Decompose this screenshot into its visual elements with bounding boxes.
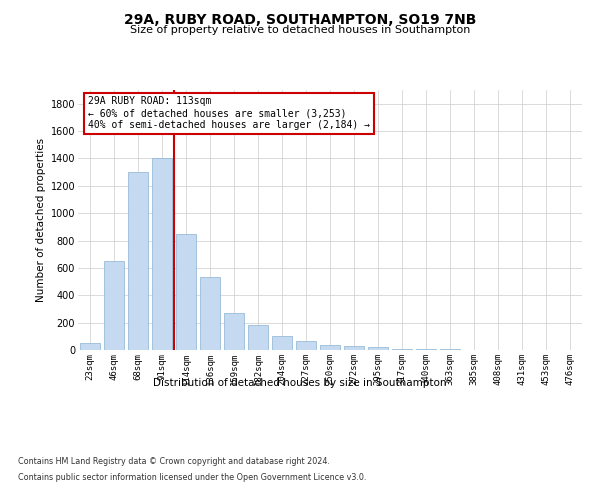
Bar	[104, 261, 124, 350]
Bar	[152, 158, 172, 350]
Bar	[416, 349, 436, 350]
Text: Distribution of detached houses by size in Southampton: Distribution of detached houses by size …	[153, 378, 447, 388]
Bar	[200, 278, 220, 350]
Y-axis label: Number of detached properties: Number of detached properties	[37, 138, 46, 302]
Bar	[320, 345, 340, 350]
Bar	[80, 343, 100, 350]
Bar	[272, 336, 292, 350]
Bar	[224, 313, 244, 350]
Bar	[344, 346, 364, 350]
Text: 29A RUBY ROAD: 113sqm
← 60% of detached houses are smaller (3,253)
40% of semi-d: 29A RUBY ROAD: 113sqm ← 60% of detached …	[88, 96, 370, 130]
Bar	[392, 348, 412, 350]
Bar	[368, 348, 388, 350]
Text: Contains public sector information licensed under the Open Government Licence v3: Contains public sector information licen…	[18, 472, 367, 482]
Text: Contains HM Land Registry data © Crown copyright and database right 2024.: Contains HM Land Registry data © Crown c…	[18, 458, 330, 466]
Bar	[176, 234, 196, 350]
Text: Size of property relative to detached houses in Southampton: Size of property relative to detached ho…	[130, 25, 470, 35]
Bar	[248, 326, 268, 350]
Bar	[128, 172, 148, 350]
Text: 29A, RUBY ROAD, SOUTHAMPTON, SO19 7NB: 29A, RUBY ROAD, SOUTHAMPTON, SO19 7NB	[124, 12, 476, 26]
Bar	[296, 341, 316, 350]
